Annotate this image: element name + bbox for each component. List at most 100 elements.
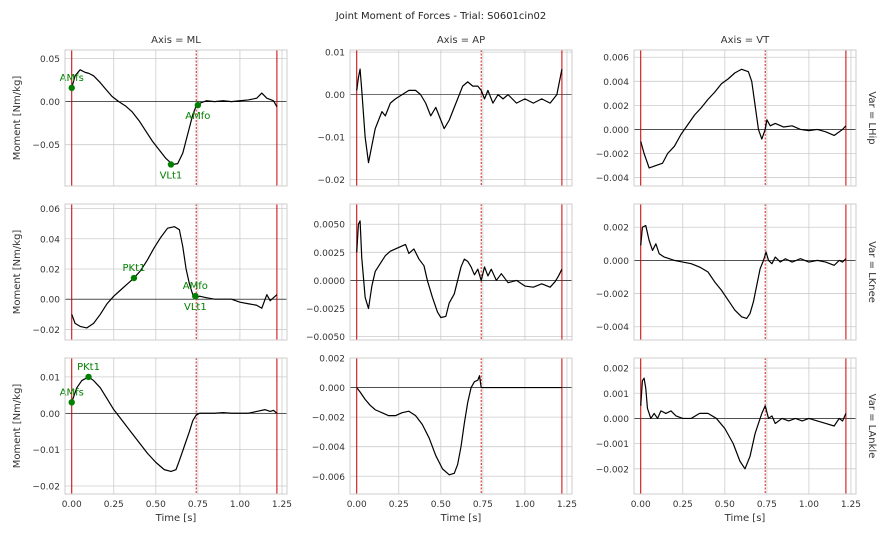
y-tick-label: −0.0025 — [306, 305, 345, 315]
y-tick-label: 0.01 — [40, 373, 60, 383]
x-tick-label: 1.25 — [272, 500, 292, 510]
x-tick-label: 1.00 — [515, 500, 535, 510]
plot-frame — [633, 49, 857, 187]
x-tick-label: 0.00 — [62, 500, 82, 510]
y-tick-label: 0.000 — [603, 126, 629, 136]
subplot-0-2: −0.004 −0.002 0.000 0.002 0.004 0.006 Axis = V… — [596, 35, 877, 187]
y-axis-label: Moment [Nm/kg] — [12, 384, 23, 469]
subplot-2-2: −0.002 −0.001 0.000 0.001 0.002 0.00 0.25 0.50 0… — [596, 357, 877, 524]
x-tick-label: 1.25 — [841, 500, 861, 510]
plot-frame — [349, 357, 573, 495]
y-tick-label: 0.000 — [319, 384, 345, 394]
x-tick-label: 0.50 — [715, 500, 735, 510]
y-tick-label: 0.0000 — [314, 277, 346, 287]
y-tick-label: −0.006 — [312, 473, 346, 483]
y-tick-label: 0.04 — [40, 235, 60, 245]
x-tick-label: 1.00 — [230, 500, 250, 510]
row-title: Var = LHip — [866, 91, 877, 144]
series-line — [71, 69, 278, 166]
subplot-1-2: −0.004 −0.002 0.000 0.002 Var = LKnee — [596, 203, 877, 341]
x-tick-label: 0.25 — [389, 500, 409, 510]
event-marker-label: AMfo — [185, 111, 210, 122]
event-marker-label: PKt1 — [77, 362, 100, 373]
plot-area — [634, 50, 856, 186]
y-tick-label: 0.001 — [603, 390, 629, 400]
y-tick-label: 0.06 — [40, 205, 60, 215]
plot-area — [65, 204, 287, 340]
y-tick-label: −0.02 — [32, 483, 60, 493]
plot-area — [65, 50, 287, 186]
x-axis-label: Time [s] — [440, 513, 482, 524]
event-marker — [192, 292, 199, 300]
plot-frame — [64, 203, 288, 341]
y-tick-label: −0.004 — [596, 174, 630, 184]
y-tick-label: 0.002 — [603, 224, 629, 234]
x-tick-label: 0.25 — [104, 500, 124, 510]
x-tick-label: 0.75 — [757, 500, 777, 510]
plot-area — [65, 358, 287, 494]
y-tick-label: −0.004 — [596, 323, 630, 333]
y-tick-label: 0.0050 — [314, 221, 346, 231]
series-line — [640, 224, 847, 320]
plot-frame — [633, 203, 857, 341]
y-tick-label: −0.002 — [312, 414, 345, 424]
plot-frame — [64, 357, 288, 495]
series-line — [71, 226, 278, 329]
y-axis-label: Moment [Nm/kg] — [12, 76, 23, 161]
y-tick-label: −0.02 — [317, 176, 345, 186]
y-tick-label: 0.01 — [325, 49, 345, 59]
event-marker — [68, 84, 75, 92]
y-tick-label: −0.01 — [317, 134, 345, 144]
series-line — [640, 377, 847, 470]
x-tick-label: 0.00 — [631, 500, 651, 510]
event-marker — [68, 399, 75, 406]
event-marker — [130, 274, 138, 282]
event-marker-label: VLt1 — [184, 302, 207, 313]
y-tick-label: −0.05 — [32, 141, 60, 151]
event-marker-label: AMfs — [60, 387, 84, 398]
event-marker-label: AMfo — [183, 281, 208, 292]
plot-area — [634, 204, 856, 340]
x-tick-label: 1.25 — [557, 500, 577, 510]
column-title: Axis = AP — [437, 35, 485, 46]
y-tick-label: −0.002 — [596, 150, 629, 160]
plot-frame — [349, 49, 573, 187]
event-marker-label: VLt1 — [160, 170, 183, 181]
figure-title: Joint Moment of Forces - Trial: S0601cin… — [335, 11, 547, 22]
x-tick-label: 0.25 — [673, 500, 693, 510]
series-line — [356, 68, 563, 164]
series-line — [71, 376, 278, 473]
y-tick-label: −0.001 — [596, 440, 629, 450]
y-tick-label: 0.05 — [40, 55, 60, 65]
y-axis-label: Moment [Nm/kg] — [12, 230, 23, 315]
x-axis-label: Time [s] — [155, 513, 197, 524]
plot-area — [350, 50, 572, 186]
y-tick-label: 0.000 — [603, 257, 629, 267]
event-marker — [85, 373, 92, 381]
event-marker-label: PKt1 — [123, 263, 146, 274]
y-tick-label: 0.002 — [603, 365, 629, 375]
y-tick-label: 0.00 — [40, 296, 60, 306]
row-title: Var = LAnkle — [866, 394, 877, 459]
x-tick-label: 0.00 — [347, 500, 367, 510]
subplot-2-1: −0.006 −0.004 −0.002 0.000 0.002 0.00 0.25 0.50… — [312, 355, 577, 525]
y-tick-label: −0.0050 — [306, 333, 345, 343]
y-tick-label: 0.004 — [603, 78, 629, 88]
x-tick-label: 0.50 — [431, 500, 451, 510]
y-tick-label: 0.00 — [40, 410, 60, 420]
plot-frame — [633, 357, 857, 495]
y-tick-label: −0.01 — [32, 446, 60, 456]
series-line — [356, 220, 563, 319]
y-tick-label: 0.002 — [603, 102, 629, 112]
event-marker — [167, 161, 175, 168]
x-tick-label: 0.50 — [146, 500, 166, 510]
y-tick-label: 0.006 — [603, 54, 629, 64]
column-title: Axis = ML — [151, 35, 201, 46]
column-title: Axis = VT — [721, 35, 770, 46]
y-tick-label: 0.00 — [40, 98, 60, 108]
plot-frame — [349, 203, 573, 341]
plot-area — [634, 358, 856, 494]
